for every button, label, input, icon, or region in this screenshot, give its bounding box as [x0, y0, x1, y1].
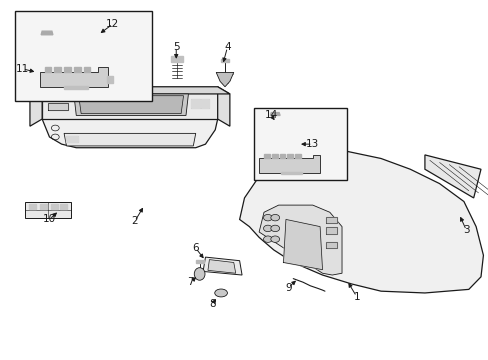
Text: 9: 9: [285, 283, 291, 293]
Polygon shape: [48, 103, 68, 110]
Polygon shape: [64, 134, 195, 146]
Polygon shape: [287, 154, 293, 158]
Circle shape: [270, 215, 279, 221]
Text: 13: 13: [305, 139, 319, 149]
Polygon shape: [221, 59, 228, 62]
Polygon shape: [326, 217, 336, 223]
Polygon shape: [203, 257, 242, 275]
Text: 3: 3: [462, 225, 468, 235]
Polygon shape: [259, 155, 320, 173]
Polygon shape: [42, 87, 217, 119]
Polygon shape: [171, 56, 183, 62]
Text: 8: 8: [209, 299, 216, 309]
Polygon shape: [326, 242, 336, 248]
Circle shape: [270, 225, 279, 231]
Circle shape: [270, 236, 279, 242]
Polygon shape: [42, 119, 217, 148]
Circle shape: [263, 225, 272, 231]
Text: 5: 5: [173, 42, 179, 52]
Polygon shape: [279, 154, 285, 158]
Polygon shape: [74, 94, 188, 116]
Polygon shape: [217, 87, 229, 126]
Text: 7: 7: [187, 277, 194, 287]
Polygon shape: [30, 87, 229, 94]
Polygon shape: [44, 67, 51, 72]
Polygon shape: [283, 220, 322, 270]
Polygon shape: [79, 96, 183, 114]
Text: 1: 1: [353, 292, 359, 302]
Text: 4: 4: [224, 42, 230, 52]
Polygon shape: [216, 72, 233, 87]
Polygon shape: [64, 67, 71, 72]
Polygon shape: [200, 99, 209, 108]
Polygon shape: [259, 205, 341, 275]
Polygon shape: [48, 89, 68, 98]
Polygon shape: [29, 204, 36, 210]
Polygon shape: [281, 172, 302, 174]
Polygon shape: [271, 154, 277, 158]
Text: 12: 12: [106, 19, 119, 29]
Polygon shape: [195, 260, 203, 263]
Polygon shape: [239, 148, 483, 293]
Polygon shape: [295, 154, 301, 158]
Text: 6: 6: [192, 243, 199, 253]
Polygon shape: [51, 204, 58, 210]
Text: 11: 11: [16, 64, 29, 74]
Polygon shape: [264, 154, 269, 158]
Ellipse shape: [214, 289, 227, 297]
Text: 14: 14: [264, 111, 277, 121]
Polygon shape: [30, 87, 42, 126]
Polygon shape: [54, 67, 61, 72]
Circle shape: [263, 236, 272, 242]
Polygon shape: [65, 136, 78, 142]
Polygon shape: [83, 67, 90, 72]
Circle shape: [263, 215, 272, 221]
Polygon shape: [40, 204, 46, 210]
Polygon shape: [107, 76, 113, 83]
Polygon shape: [270, 113, 280, 116]
Polygon shape: [41, 31, 53, 35]
Polygon shape: [424, 155, 480, 198]
Polygon shape: [190, 99, 199, 108]
Polygon shape: [40, 67, 108, 87]
Text: 2: 2: [131, 216, 138, 226]
Polygon shape: [25, 202, 71, 218]
Ellipse shape: [194, 268, 204, 280]
Polygon shape: [326, 227, 336, 234]
Bar: [254, 108, 346, 180]
Polygon shape: [64, 86, 88, 89]
Bar: [15, 12, 152, 101]
Polygon shape: [60, 204, 67, 210]
Polygon shape: [74, 67, 81, 72]
Text: 10: 10: [43, 215, 56, 224]
Polygon shape: [207, 260, 235, 273]
